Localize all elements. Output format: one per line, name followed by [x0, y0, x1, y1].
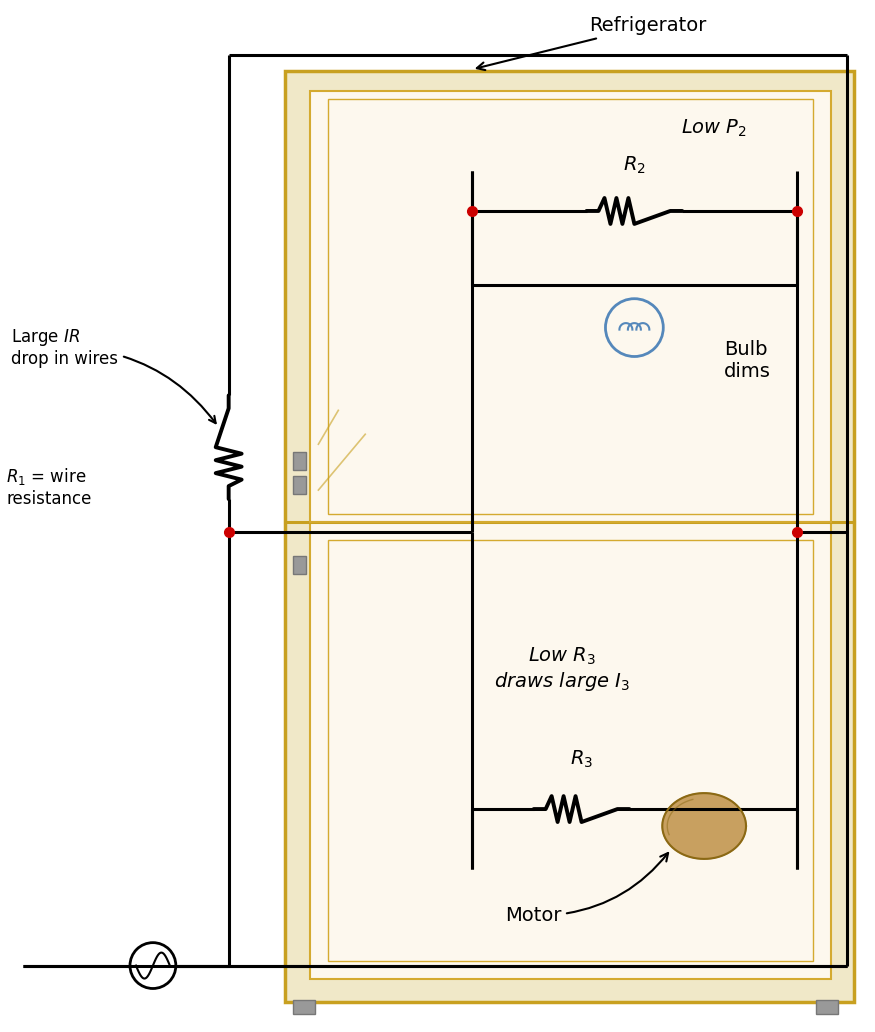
Text: $R_1$ = wire
resistance: $R_1$ = wire resistance	[6, 466, 92, 508]
Text: Refrigerator: Refrigerator	[477, 17, 707, 70]
Bar	[293, 1000, 315, 1014]
Bar	[285, 71, 854, 1002]
Bar	[293, 476, 306, 494]
Bar	[293, 556, 306, 574]
Text: Large $IR$
drop in wires: Large $IR$ drop in wires	[11, 327, 215, 423]
Bar	[328, 99, 813, 514]
Bar	[293, 452, 306, 471]
Text: Low $R_3$
draws large $I_3$: Low $R_3$ draws large $I_3$	[493, 646, 629, 694]
Text: Motor: Motor	[505, 853, 668, 926]
Text: $R_3$: $R_3$	[570, 748, 593, 770]
Bar	[328, 540, 813, 961]
Text: Low $P_2$: Low $P_2$	[681, 118, 747, 139]
Polygon shape	[662, 794, 746, 859]
Text: $R_2$: $R_2$	[623, 155, 646, 175]
Bar	[311, 92, 830, 978]
Text: Bulb
dims: Bulb dims	[724, 340, 771, 381]
Bar	[816, 1000, 837, 1014]
